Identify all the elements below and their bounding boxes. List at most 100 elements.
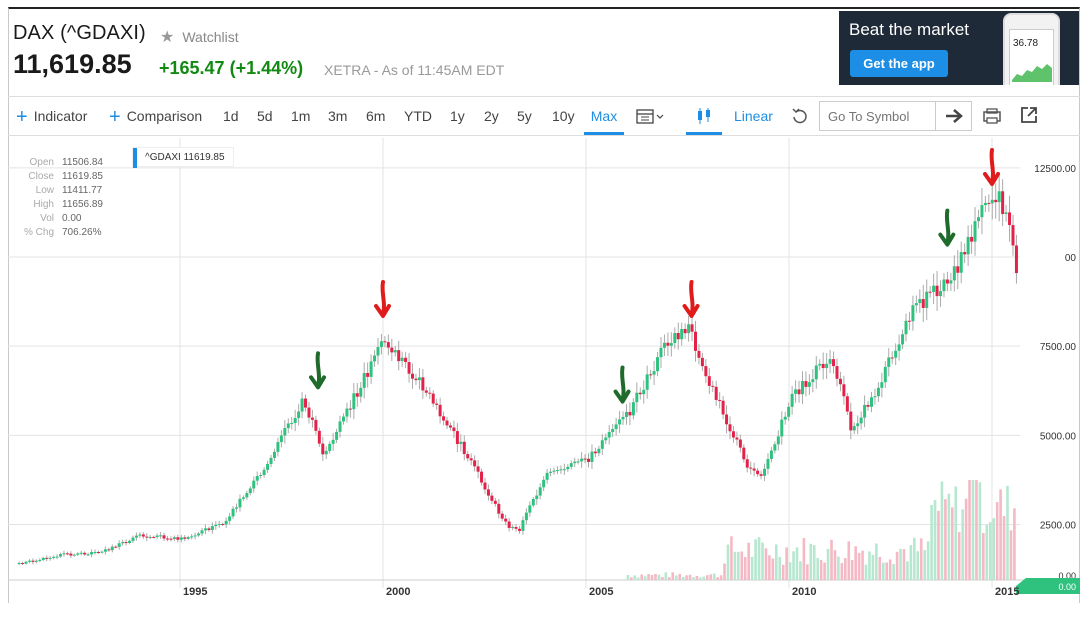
- chart-type-button[interactable]: [686, 97, 722, 135]
- price-chart[interactable]: 12500.007500.005000.002500.00000.000.001…: [8, 138, 1080, 600]
- volume-bar: [895, 551, 899, 580]
- candle-body: [497, 503, 501, 514]
- volume-bar: [982, 533, 985, 580]
- candle-body: [838, 378, 842, 385]
- volume-bar: [961, 509, 964, 580]
- print-icon: [983, 108, 1001, 124]
- volume-bar: [847, 541, 851, 580]
- stat-label: High: [33, 199, 54, 210]
- range-6m[interactable]: 6m: [366, 108, 386, 124]
- volume-tick-label: 0.00: [1058, 571, 1076, 581]
- indicator-button[interactable]: + Indicator: [16, 97, 87, 135]
- volume-bar: [643, 576, 647, 580]
- y-tick-label-partial: 00: [1065, 253, 1077, 264]
- comparison-button[interactable]: + Comparison: [109, 97, 202, 135]
- app-ad-banner[interactable]: Beat the market Get the app 36.78: [839, 11, 1079, 85]
- volume-bar: [950, 507, 954, 580]
- volume-bar: [892, 564, 895, 580]
- range-10y[interactable]: 10y: [552, 108, 575, 124]
- stat-row: Vol 0.00: [14, 212, 103, 226]
- range-max[interactable]: Max: [584, 97, 624, 135]
- candle-body: [925, 291, 929, 308]
- candle-body: [687, 324, 691, 334]
- red-down-arrow-annotation: [983, 148, 1000, 186]
- scale-toggle[interactable]: Linear: [734, 108, 773, 124]
- candle-body: [310, 417, 314, 420]
- candle-body: [207, 528, 211, 531]
- volume-bar: [654, 573, 657, 580]
- candle-body: [103, 549, 107, 552]
- candle-body: [700, 357, 704, 367]
- candle-body: [424, 390, 428, 393]
- get-app-button[interactable]: Get the app: [850, 50, 948, 77]
- search-go-button[interactable]: [935, 102, 971, 130]
- stat-row: % Chg 706.26%: [14, 226, 103, 240]
- symbol-search: [819, 101, 972, 131]
- candle-body: [473, 460, 477, 467]
- range-ytd[interactable]: YTD: [404, 108, 432, 124]
- candle-body: [566, 466, 570, 470]
- candle-body: [272, 451, 276, 458]
- range-3m[interactable]: 3m: [328, 108, 348, 124]
- candle-body: [169, 538, 173, 540]
- stat-value: 11506.84: [62, 157, 103, 168]
- green-down-arrow-annotation: [309, 351, 327, 390]
- candle-body: [359, 387, 363, 397]
- volume-bar: [695, 575, 699, 580]
- volume-bar: [806, 564, 809, 580]
- candle-body: [452, 427, 456, 432]
- watchlist-button[interactable]: ★ Watchlist: [160, 27, 239, 47]
- range-1m[interactable]: 1m: [291, 108, 311, 124]
- print-button[interactable]: [982, 97, 1002, 135]
- stat-label: Open: [29, 157, 54, 168]
- candle-body: [1008, 212, 1012, 226]
- ohlc-stats: Open 11506.84 Close 11619.85 Low 11411.77 High…: [14, 156, 103, 240]
- popout-button[interactable]: [1019, 97, 1039, 135]
- range-1d[interactable]: 1d: [223, 108, 239, 124]
- reset-button[interactable]: [791, 97, 809, 135]
- candle-body: [866, 404, 870, 407]
- candle-body: [197, 533, 201, 536]
- candle-body: [241, 497, 245, 499]
- stat-value: 706.26%: [62, 227, 102, 238]
- volume-bar: [1006, 485, 1009, 580]
- stat-row: Open 11506.84: [14, 156, 103, 170]
- stat-value: 0.00: [62, 213, 82, 224]
- volume-bar: [964, 498, 968, 580]
- stat-label: % Chg: [23, 227, 54, 238]
- range-1y[interactable]: 1y: [450, 108, 465, 124]
- range-2y[interactable]: 2y: [484, 108, 499, 124]
- volume-bar: [954, 486, 958, 580]
- candle-body: [942, 279, 946, 292]
- candle-body: [76, 553, 80, 555]
- candle-body: [335, 431, 339, 440]
- candle-body: [324, 450, 328, 455]
- candle-body: [994, 199, 998, 203]
- candle-body: [535, 495, 539, 500]
- symbol-search-input[interactable]: [820, 102, 934, 130]
- candle-body: [976, 217, 980, 222]
- candle-body: [621, 416, 625, 420]
- candle-body: [970, 236, 974, 242]
- candle-body: [604, 437, 608, 441]
- candle-body: [952, 266, 956, 281]
- volume-bar: [840, 563, 844, 580]
- volume-bar: [743, 557, 747, 580]
- stat-label: Low: [35, 185, 54, 196]
- y-tick-label: 5000.00: [1040, 431, 1077, 442]
- volume-bar: [930, 505, 933, 580]
- volume-bar: [944, 499, 947, 580]
- candle-body: [514, 527, 518, 529]
- volume-bar: [788, 562, 792, 580]
- x-tick-label: 1995: [183, 586, 207, 598]
- candle-body: [338, 421, 342, 432]
- candle-body: [880, 382, 884, 388]
- candle-body: [307, 407, 311, 418]
- calendar-button[interactable]: [636, 97, 664, 135]
- range-5y[interactable]: 5y: [517, 108, 532, 124]
- candle-body: [200, 530, 204, 534]
- volume-bar: [781, 564, 785, 580]
- volume-bar: [916, 551, 920, 580]
- range-5d[interactable]: 5d: [257, 108, 273, 124]
- candle-body: [145, 536, 149, 538]
